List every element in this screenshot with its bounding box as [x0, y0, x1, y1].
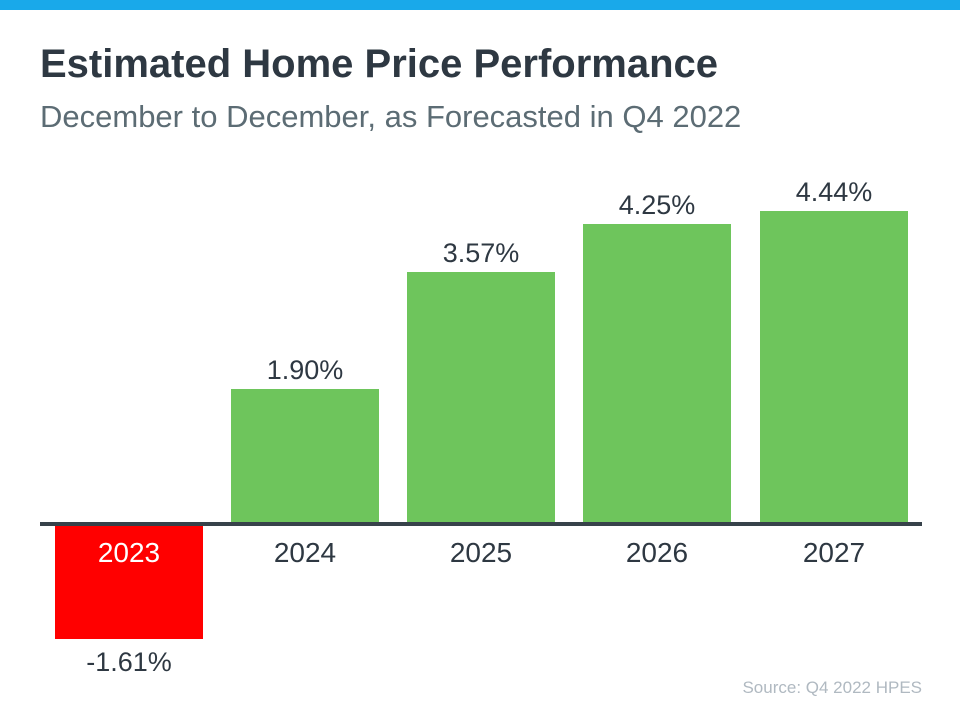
bar-2023 [55, 526, 203, 639]
page-subtitle: December to December, as Forecasted in Q… [40, 99, 742, 134]
category-label-2027: 2027 [802, 537, 866, 568]
value-label-2024: 1.90% [266, 355, 344, 385]
bar-2027 [760, 211, 908, 522]
value-label-2025: 3.57% [442, 238, 520, 268]
source-note: Source: Q4 2022 HPES [742, 678, 922, 697]
x-axis-line [40, 522, 922, 526]
value-label-2023: -1.61% [86, 647, 172, 677]
category-label-2026: 2026 [625, 537, 689, 568]
value-label-2027: 4.44% [795, 177, 873, 207]
category-label-2024: 2024 [273, 537, 337, 568]
bar-2025 [407, 272, 555, 522]
page-title: Estimated Home Price Performance [40, 42, 719, 86]
top-accent-bar [0, 0, 960, 10]
bar-2026 [583, 224, 731, 522]
value-label-2026: 4.25% [618, 190, 696, 220]
category-label-2025: 2025 [449, 537, 513, 568]
category-label-2023: 2023 [97, 537, 161, 568]
bar-2024 [231, 389, 379, 522]
